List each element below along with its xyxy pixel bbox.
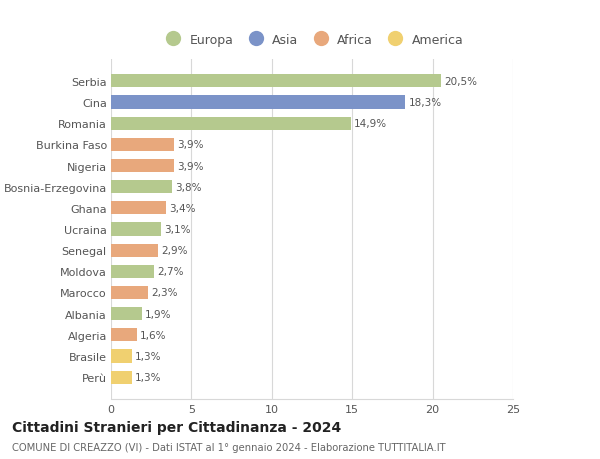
Text: COMUNE DI CREAZZO (VI) - Dati ISTAT al 1° gennaio 2024 - Elaborazione TUTTITALIA: COMUNE DI CREAZZO (VI) - Dati ISTAT al 1… — [12, 442, 446, 452]
Bar — [111, 350, 132, 363]
Text: 1,9%: 1,9% — [145, 309, 171, 319]
Bar — [111, 139, 174, 151]
Text: 1,6%: 1,6% — [140, 330, 166, 340]
Text: 3,8%: 3,8% — [175, 182, 202, 192]
Text: 3,1%: 3,1% — [164, 224, 191, 235]
Bar — [111, 244, 158, 257]
Text: 3,4%: 3,4% — [169, 203, 196, 213]
Bar — [111, 160, 174, 173]
Bar — [111, 223, 161, 236]
Text: 3,9%: 3,9% — [177, 140, 203, 150]
Text: 3,9%: 3,9% — [177, 161, 203, 171]
Text: 2,7%: 2,7% — [158, 267, 184, 277]
Bar — [111, 96, 405, 109]
Bar — [111, 75, 440, 88]
Text: Cittadini Stranieri per Cittadinanza - 2024: Cittadini Stranieri per Cittadinanza - 2… — [12, 420, 341, 434]
Text: 2,3%: 2,3% — [151, 288, 178, 298]
Bar — [111, 265, 154, 278]
Bar — [111, 329, 137, 341]
Text: 18,3%: 18,3% — [409, 98, 442, 108]
Bar — [111, 181, 172, 194]
Bar — [111, 118, 350, 130]
Bar — [111, 308, 142, 320]
Legend: Europa, Asia, Africa, America: Europa, Asia, Africa, America — [161, 34, 463, 47]
Text: 14,9%: 14,9% — [354, 119, 387, 129]
Bar — [111, 286, 148, 299]
Bar — [111, 371, 132, 384]
Text: 1,3%: 1,3% — [135, 351, 161, 361]
Bar — [111, 202, 166, 215]
Text: 2,9%: 2,9% — [161, 246, 187, 256]
Text: 1,3%: 1,3% — [135, 372, 161, 382]
Text: 20,5%: 20,5% — [444, 77, 477, 87]
